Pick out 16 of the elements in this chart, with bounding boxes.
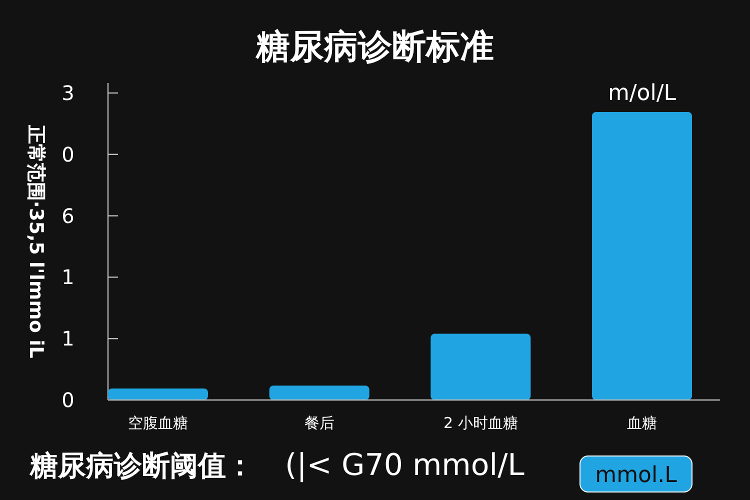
text: (|< G70 mmol/L bbox=[285, 448, 525, 483]
text: 0 bbox=[62, 142, 74, 166]
text: 3 bbox=[62, 81, 74, 105]
chart-title: 糖尿病诊断标准 bbox=[255, 27, 494, 67]
x-tick-label: 空腹血糖 bbox=[128, 414, 188, 432]
x-tick-label: 血糖 bbox=[627, 414, 657, 432]
text: 6 bbox=[62, 204, 74, 228]
text: 糖尿病诊断阈值： bbox=[29, 449, 254, 482]
text: 0 bbox=[62, 388, 74, 412]
y-axis-title: 正常范围·35,5 l'lmmo iL bbox=[25, 124, 47, 358]
text: 1 bbox=[62, 326, 74, 351]
x-tick-label: 餐后 bbox=[304, 414, 334, 432]
text: 1 bbox=[62, 265, 74, 290]
text: mmol.L bbox=[595, 463, 678, 488]
x-tick-label: 2 小时血糖 bbox=[444, 414, 518, 432]
annotation: m/ol/L bbox=[608, 81, 677, 106]
